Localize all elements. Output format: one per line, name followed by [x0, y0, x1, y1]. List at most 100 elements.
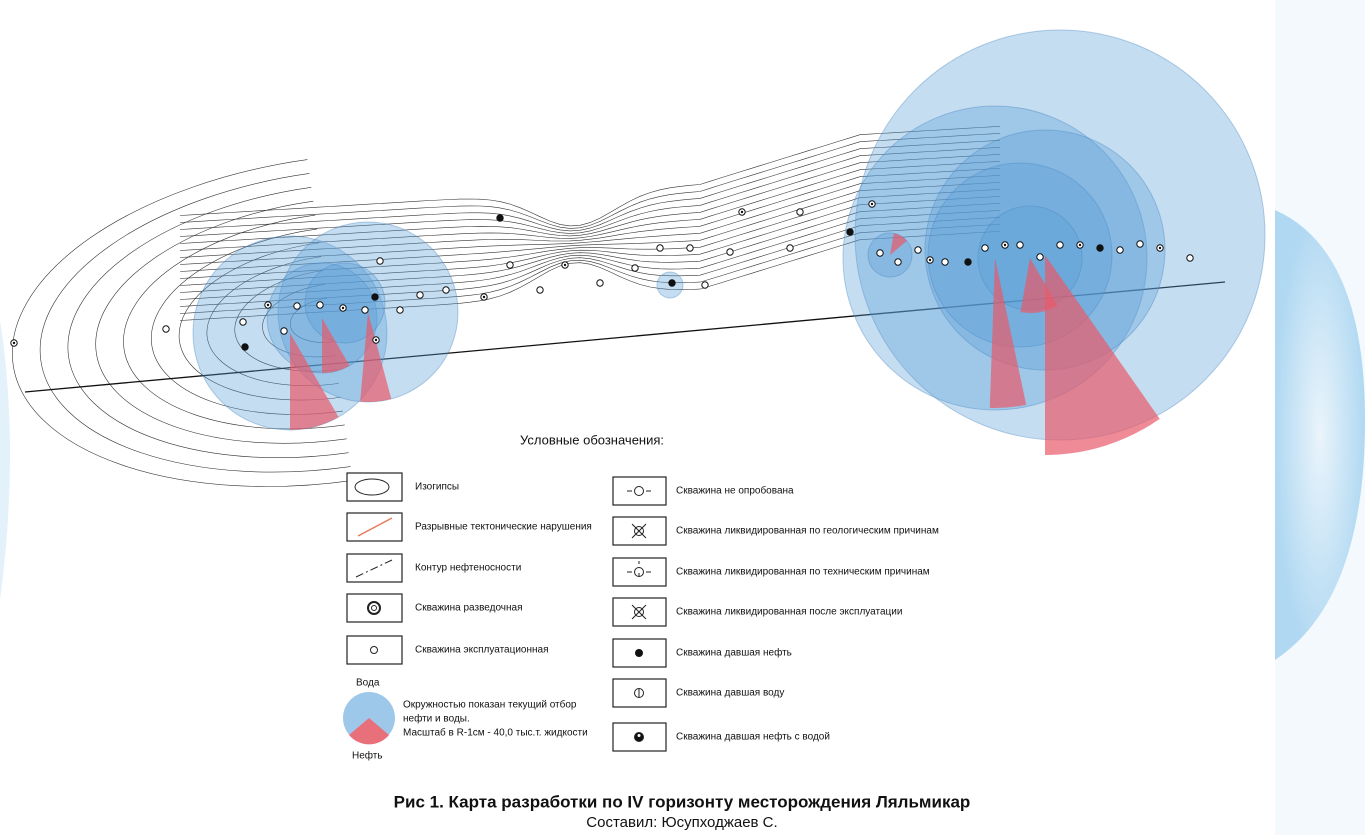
- legend-icon: [357, 517, 393, 537]
- legend-label: Окружностью показан текущий отбор: [403, 699, 577, 711]
- well: [376, 257, 384, 265]
- well-ring: [1158, 246, 1162, 250]
- legend-label: Нефть: [352, 750, 383, 762]
- wells: [10, 200, 1194, 351]
- caption-author: Составил: Юсупходжаев С.: [586, 814, 777, 831]
- well-ring: [563, 263, 567, 267]
- isohypse: [12, 159, 353, 487]
- legend-label: Скважина ликвидированная по геологически…: [676, 526, 939, 537]
- legend-label: Скважина ликвидированная после эксплуата…: [676, 607, 902, 618]
- isohypse: [179, 196, 1001, 286]
- legend-label: Разрывные тектонические нарушения: [415, 522, 592, 533]
- legend-label: Скважина давшая нефть: [676, 647, 792, 659]
- well-ring: [670, 281, 674, 285]
- isohypse: [151, 228, 343, 415]
- well-ring: [740, 210, 744, 214]
- well: [914, 246, 922, 254]
- well-ring: [482, 295, 486, 299]
- well: [496, 214, 504, 222]
- legend-icon: [634, 486, 644, 496]
- isohypse: [179, 133, 1001, 229]
- oil-sector: [290, 333, 339, 430]
- legend-icon: [635, 649, 643, 657]
- legend-label: Скважина давшая нефть с водой: [676, 731, 830, 743]
- legend-label: Вода: [356, 678, 380, 689]
- isohypse: [179, 154, 1001, 244]
- isohypse: [179, 168, 1001, 258]
- legend-icon: [371, 605, 377, 611]
- well: [1186, 254, 1194, 262]
- legend-box: [346, 593, 403, 623]
- isohypse: [123, 214, 345, 430]
- legend-label: Скважина давшая воду: [676, 688, 784, 699]
- well-ring: [341, 306, 345, 310]
- isohypse: [179, 210, 1001, 300]
- isohypse: [206, 256, 339, 386]
- isohypse: [179, 217, 1001, 307]
- legend-label: Изогипсы: [415, 482, 459, 493]
- legend-icon: [349, 718, 389, 745]
- isohypse: [39, 173, 351, 473]
- oil-sector: [1020, 258, 1058, 313]
- isohypse: [67, 187, 349, 458]
- legend-icon: [631, 523, 647, 539]
- well: [941, 258, 949, 266]
- legend-icon: [631, 604, 647, 620]
- isohypse: [179, 140, 1001, 232]
- oil-sector: [360, 312, 392, 402]
- isohypse: [179, 189, 1001, 279]
- well: [1016, 241, 1024, 249]
- isohypse: [179, 203, 1001, 293]
- legend-box: [346, 635, 403, 665]
- well: [1056, 241, 1064, 249]
- legend-label: Скважина разведочная: [415, 603, 523, 614]
- oil-sector: [322, 318, 350, 373]
- well: [442, 286, 450, 294]
- legend-icon: [634, 607, 644, 617]
- legend-icon: [370, 646, 378, 654]
- well: [1096, 244, 1104, 252]
- well-ring: [1003, 243, 1007, 247]
- well: [686, 244, 694, 252]
- well-ring: [374, 338, 378, 342]
- isohypse: [178, 242, 341, 401]
- well: [964, 258, 972, 266]
- well: [596, 279, 604, 287]
- well-ring: [266, 303, 270, 307]
- legend-icon: [354, 478, 390, 496]
- well: [726, 248, 734, 256]
- well: [416, 291, 424, 299]
- isohypse: [179, 126, 1001, 227]
- well: [846, 228, 854, 236]
- isohypse: [179, 161, 1001, 251]
- isohypses: [12, 126, 1001, 487]
- legend-label: Скважина эксплуатационная: [415, 645, 549, 656]
- well: [894, 258, 902, 266]
- well: [1116, 246, 1124, 254]
- well: [280, 327, 288, 335]
- isohypse: [179, 147, 1001, 237]
- well-ring: [12, 341, 16, 345]
- isohypse: [262, 284, 336, 358]
- well-ring: [870, 202, 874, 206]
- well: [293, 302, 301, 310]
- legend-icon: [367, 601, 381, 615]
- well: [656, 244, 664, 252]
- legend-title: Условные обозначения:: [520, 432, 664, 447]
- well-ring: [1078, 243, 1082, 247]
- well: [786, 244, 794, 252]
- legend-icon: [637, 734, 641, 737]
- well: [796, 208, 804, 216]
- oil-sector: [1045, 255, 1160, 455]
- well: [162, 325, 170, 333]
- well: [536, 286, 544, 294]
- isohypse: [95, 200, 347, 444]
- oil-sector: [890, 233, 907, 255]
- legend-label: Скважина ликвидированная по техническим …: [676, 567, 930, 578]
- legend: Условные обозначения: Изогипсы Разрывные …: [343, 432, 939, 762]
- legend-icon: [355, 559, 393, 578]
- legend-label: Скважина не опробована: [676, 485, 794, 497]
- isohypse: [179, 182, 1001, 272]
- well: [396, 306, 404, 314]
